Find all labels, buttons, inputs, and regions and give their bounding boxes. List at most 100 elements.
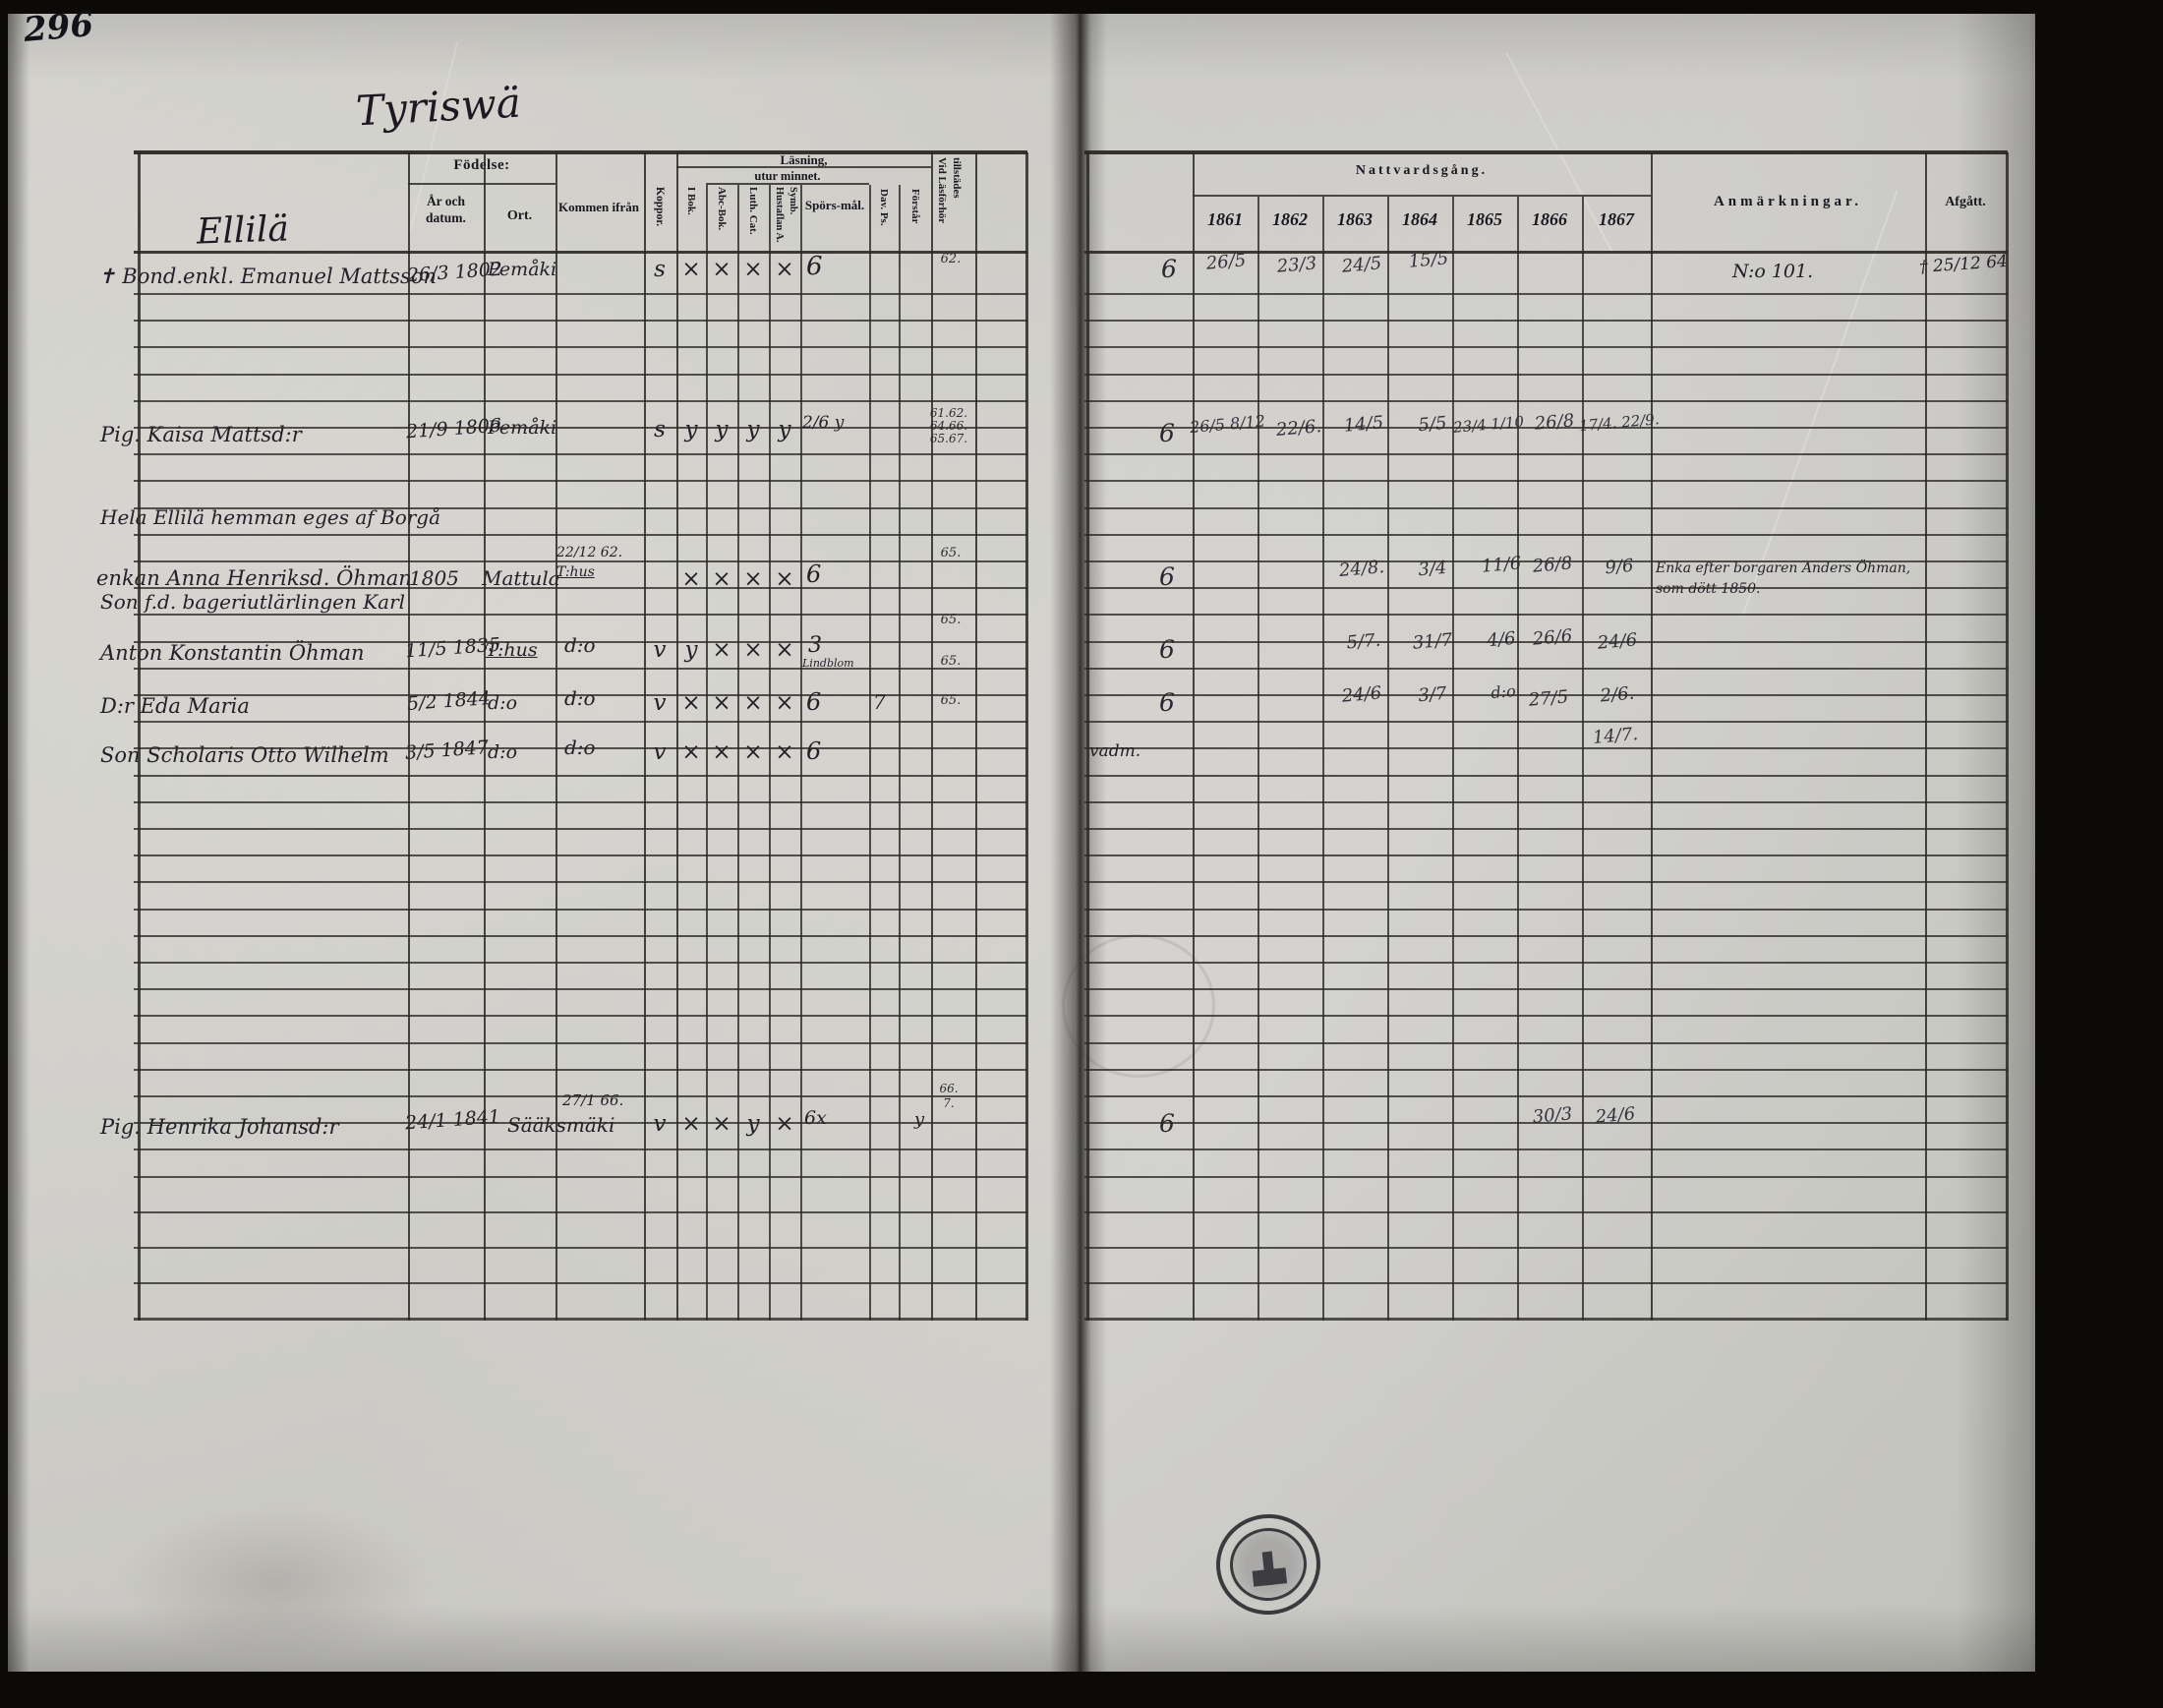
grid-line bbox=[1084, 1068, 2008, 1071]
reading-mark: × bbox=[681, 739, 701, 765]
col-header-vid-lasforhor: Vid Läsförhör tillstädes bbox=[936, 157, 963, 223]
grid-line bbox=[869, 185, 871, 1321]
grid-line bbox=[1257, 197, 1259, 1321]
entry-birth-place: Mattula bbox=[482, 566, 560, 590]
reading-mark: × bbox=[712, 637, 731, 663]
grid-line bbox=[134, 1211, 1027, 1213]
grid-line bbox=[1084, 560, 2008, 562]
grid-line bbox=[134, 533, 1027, 536]
grid-line bbox=[1084, 721, 2008, 724]
grid-line bbox=[769, 185, 771, 1321]
entry-name: Son Scholaris Otto Wilhelm bbox=[100, 743, 389, 767]
grid-line bbox=[134, 1247, 1027, 1249]
grid-line bbox=[644, 152, 646, 1321]
reading-mark: y bbox=[778, 417, 791, 442]
smallpox-mark: s bbox=[654, 417, 666, 442]
year-header-1863: 1863 bbox=[1337, 209, 1373, 229]
remark-line: som dött 1850. bbox=[1656, 579, 1910, 600]
son-note: Son f.d. bageriutlärlingen Karl bbox=[100, 590, 406, 614]
grid-line bbox=[134, 747, 1027, 750]
smallpox-mark: s bbox=[654, 257, 666, 282]
grid-line bbox=[676, 152, 678, 1321]
grid-line bbox=[1084, 1122, 2008, 1125]
grid-line bbox=[1084, 774, 2008, 777]
entry-name: D:r Eda Maria bbox=[100, 694, 250, 718]
vid-line: 64.66. bbox=[929, 419, 968, 433]
grid-line bbox=[134, 1175, 1027, 1178]
grid-line bbox=[134, 667, 1027, 670]
grid-line bbox=[1084, 988, 2008, 991]
grid-line bbox=[1086, 152, 1089, 1321]
entry-birth-place: Sääksmäki bbox=[507, 1113, 615, 1137]
reading-mark: × bbox=[775, 690, 794, 716]
entry-remark: Enka efter borgaren Anders Öhman, som dö… bbox=[1656, 559, 1910, 600]
col-header-communion: Nattvardsgång. bbox=[1355, 163, 1489, 178]
grid-line bbox=[1084, 293, 2008, 295]
vid-lasforhor-years: 61.62. 64.66. 65.67. bbox=[926, 407, 971, 445]
book-title: Tyriswä bbox=[354, 78, 522, 136]
grid-line bbox=[1084, 828, 2008, 830]
grid-line bbox=[134, 399, 1027, 402]
grid-line bbox=[134, 1068, 1027, 1071]
section-heading: Ellilä bbox=[196, 208, 290, 253]
col-header-sporsmal: Spörs-mål. bbox=[804, 198, 865, 212]
sporsmal-grade: 2/6 y bbox=[802, 413, 845, 433]
grid-line bbox=[975, 152, 977, 1321]
grid-line bbox=[1025, 152, 1028, 1321]
grid-line bbox=[1084, 854, 2008, 857]
grid-line bbox=[1084, 346, 2008, 349]
grid-line bbox=[1084, 399, 2008, 402]
grid-line bbox=[1084, 640, 2008, 643]
grid-line bbox=[1084, 908, 2008, 911]
grid-line bbox=[1084, 251, 2008, 254]
grid-line bbox=[134, 828, 1027, 830]
grid-line bbox=[1651, 152, 1653, 1321]
grid-line bbox=[1084, 881, 2008, 884]
grid-line bbox=[134, 1122, 1027, 1125]
entry-name: enkan Anna Henriksd. Öhman bbox=[96, 566, 412, 590]
year-header-1862: 1862 bbox=[1272, 209, 1308, 229]
col-header-dav-ps: Dav. Ps. bbox=[878, 189, 890, 226]
grid-line bbox=[134, 251, 1027, 254]
year-header-1866: 1866 bbox=[1532, 209, 1567, 229]
grid-line bbox=[408, 183, 555, 185]
grid-line bbox=[1452, 197, 1454, 1321]
sporsmal-grade: 6 bbox=[806, 688, 822, 716]
grid-line bbox=[1084, 962, 2008, 964]
grid-line bbox=[484, 152, 486, 1321]
reading-mark: × bbox=[775, 739, 794, 765]
reading-mark: × bbox=[775, 566, 794, 592]
grid-line bbox=[1084, 1175, 2008, 1178]
reading-mark: × bbox=[712, 739, 731, 765]
grid-line bbox=[134, 320, 1027, 323]
communion-admitted-mark: 6 bbox=[1159, 419, 1175, 447]
grid-line bbox=[134, 1041, 1027, 1044]
communion-admitted-mark: 6 bbox=[1159, 562, 1175, 591]
grid-line bbox=[931, 152, 933, 1321]
grid-line bbox=[1084, 506, 2008, 509]
reading-mark: y bbox=[684, 637, 698, 663]
grid-line bbox=[134, 506, 1027, 509]
grid-line bbox=[706, 183, 869, 185]
entry-name: Anton Konstantin Öhman bbox=[100, 641, 365, 665]
grid-line bbox=[134, 640, 1027, 643]
vid-lasforhor-years: 65. bbox=[940, 546, 962, 560]
vid-line: 65.67. bbox=[929, 432, 968, 445]
reading-mark: y bbox=[746, 417, 760, 442]
grid-line bbox=[1084, 533, 2008, 536]
entry-remark: N:o 101. bbox=[1732, 261, 1814, 282]
grid-line bbox=[134, 988, 1027, 991]
grid-line bbox=[706, 185, 708, 1321]
grid-line bbox=[1084, 1318, 2008, 1321]
grid-line bbox=[134, 1095, 1027, 1097]
col-header-luth-cat: Luth. Cat. bbox=[747, 187, 759, 235]
reading-mark: × bbox=[743, 257, 763, 282]
entry-come-from: d:o bbox=[564, 633, 596, 657]
col-header-birth-place: Ort. bbox=[506, 208, 533, 223]
page-number: 296 bbox=[22, 4, 95, 51]
come-from-line: T:hus bbox=[556, 564, 595, 580]
entry-birth-place: d:o bbox=[488, 741, 518, 763]
vid-lasforhor-years: 65. bbox=[940, 654, 962, 669]
reading-mark: × bbox=[681, 566, 701, 592]
reading-mark: × bbox=[712, 566, 731, 592]
